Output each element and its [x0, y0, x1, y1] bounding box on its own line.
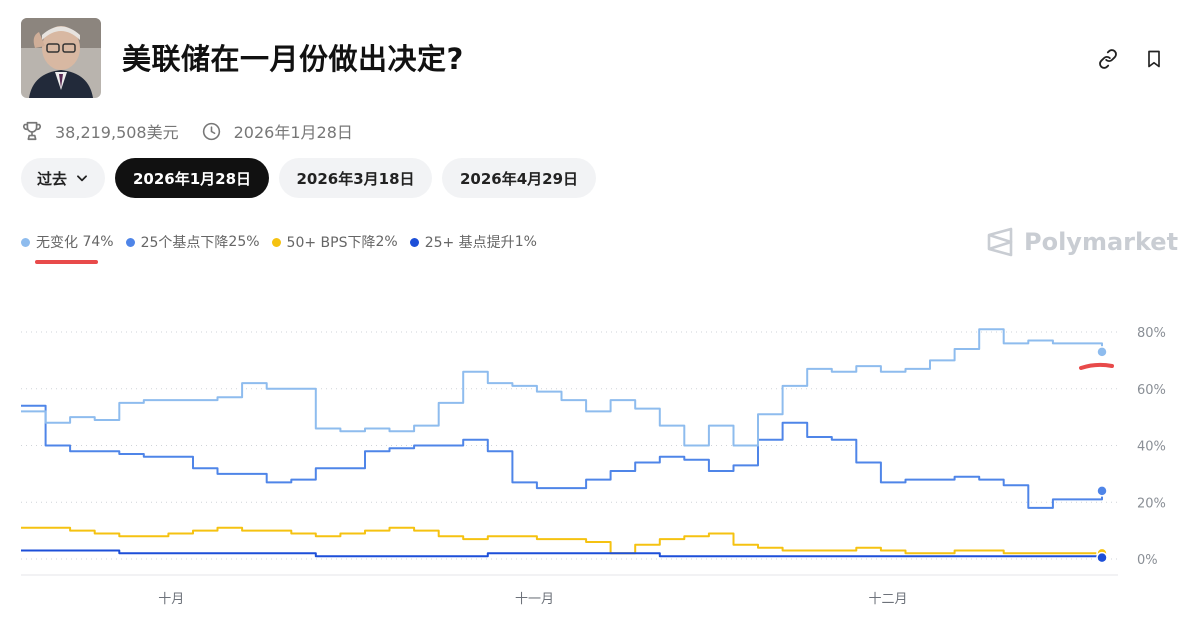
legend-item-cut-25[interactable]: 25个基点下降 25% [125, 232, 260, 252]
bookmark-icon [1148, 50, 1160, 68]
series-line [21, 549, 1103, 558]
legend-value: 2% [375, 234, 398, 250]
series-end-point [1096, 551, 1108, 564]
chevron-down-icon [77, 175, 87, 182]
legend-dot [21, 237, 30, 247]
series-line [21, 526, 1102, 555]
legend-value: 25% [228, 234, 260, 250]
y-tick-label: 60% [1137, 383, 1166, 398]
volume-text: 38,219,508美元 [55, 123, 179, 142]
legend-dot [409, 237, 419, 247]
copy-link-button[interactable] [1093, 44, 1123, 74]
series-end-point [1096, 485, 1108, 497]
y-tick-label: 0% [1137, 553, 1158, 568]
watermark-text: Polymarket [1024, 228, 1179, 256]
past-dropdown[interactable]: 过去 [21, 158, 105, 198]
legend-label: 50+ BPS下降 [286, 235, 376, 251]
date-pill-mar-label: 2026年3月18日 [296, 169, 415, 188]
polymarket-watermark: Polymarket [986, 227, 1178, 257]
x-tick-label: 十二月 [868, 592, 907, 607]
y-tick-label: 20% [1137, 496, 1166, 511]
legend-value: 74% [82, 234, 114, 250]
market-meta: 38,219,508美元 2026年1月28日 [21, 118, 353, 144]
clock-icon [201, 121, 222, 142]
market-thumbnail [21, 18, 101, 98]
legend-label: 无变化 [36, 235, 78, 251]
series-end-point [1096, 346, 1108, 358]
x-tick-label: 十一月 [515, 592, 554, 607]
date-pill-apr-label: 2026年4月29日 [459, 169, 579, 188]
annotation-mark [1079, 362, 1114, 370]
legend-item-no-change[interactable]: 无变化 74% [21, 232, 114, 252]
date-pill-mar[interactable]: 2026年3月18日 [279, 158, 432, 198]
polymarket-logo-icon [987, 227, 1013, 257]
legend-dot [125, 237, 135, 247]
series-line [21, 328, 1103, 447]
legend-label: 25个基点下降 [140, 235, 229, 251]
probability-chart: 0% 20% 40% 60% 80% 十月 十一月 十二月 [21, 326, 1166, 607]
trophy-icon [21, 120, 43, 142]
date-pill-jan-label: 2026年1月28日 [132, 169, 252, 188]
date-pill-jan[interactable]: 2026年1月28日 [115, 158, 269, 198]
annotation-underline [35, 260, 98, 264]
bookmark-button[interactable] [1139, 44, 1169, 74]
legend-label: 25+ 基点提升 [424, 235, 515, 251]
legend-item-cut-50[interactable]: 50+ BPS下降 2% [271, 232, 398, 252]
link-icon [1099, 49, 1117, 69]
end-date-text: 2026年1月28日 [233, 123, 353, 142]
chart-legend: 无变化 74% 25个基点下降 25% 50+ BPS下降 2% 25+ 基点提升 1… [21, 232, 549, 252]
y-tick-label: 80% [1137, 326, 1166, 341]
legend-dot [271, 237, 281, 247]
y-tick-label: 40% [1137, 440, 1166, 455]
date-pill-apr[interactable]: 2026年4月29日 [442, 158, 596, 198]
legend-value: 1% [514, 234, 537, 250]
series-line [21, 404, 1103, 509]
x-tick-label: 十月 [158, 592, 184, 607]
past-dropdown-label: 过去 [36, 169, 67, 188]
market-title: 美联储在一月份做出决定? [122, 42, 464, 76]
legend-item-hike-25[interactable]: 25+ 基点提升 1% [409, 232, 537, 252]
